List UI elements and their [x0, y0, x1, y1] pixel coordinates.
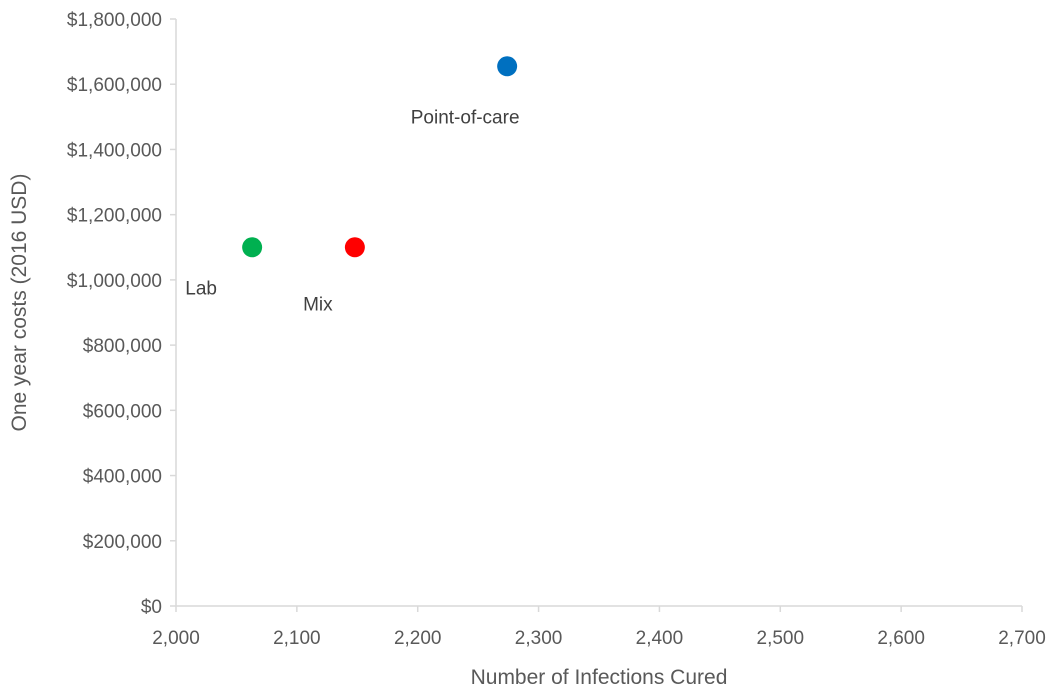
- y-tick-label: $600,000: [83, 401, 162, 422]
- x-tick-label: 2,000: [152, 628, 200, 649]
- y-tick-label: $1,200,000: [67, 206, 162, 227]
- x-tick-label: 2,100: [273, 628, 321, 649]
- x-axis-ticks: 2,000 2,100 2,200 2,300 2,400 2,500 2,600 2,700: [152, 606, 1046, 649]
- y-tick-label: $1,600,000: [67, 75, 162, 96]
- data-labels: Lab Mix Point-of-care: [185, 107, 519, 315]
- y-tick-label: $1,000,000: [67, 271, 162, 292]
- data-point-mix: [344, 237, 365, 258]
- y-axis-ticks: $0 $200,000 $400,000 $600,000 $800,000 $1,000…: [67, 10, 176, 618]
- data-points: [242, 56, 518, 258]
- x-tick-label: 2,400: [636, 628, 684, 649]
- data-point-lab: [242, 237, 263, 258]
- y-tick-label: $400,000: [83, 467, 162, 488]
- data-label-lab: Lab: [185, 278, 217, 299]
- x-tick-label: 2,700: [998, 628, 1046, 649]
- x-tick-label: 2,200: [394, 628, 442, 649]
- y-tick-label: $0: [141, 597, 162, 618]
- data-label-mix: Mix: [303, 294, 333, 315]
- x-tick-label: 2,600: [877, 628, 925, 649]
- data-label-point-of-care: Point-of-care: [411, 107, 520, 128]
- x-tick-label: 2,500: [757, 628, 805, 649]
- y-tick-label: $1,400,000: [67, 140, 162, 161]
- y-tick-label: $200,000: [83, 532, 162, 553]
- data-point-point-of-care: [497, 56, 518, 77]
- y-tick-label: $1,800,000: [67, 10, 162, 31]
- x-axis-title: Number of Infections Cured: [471, 666, 728, 689]
- y-tick-label: $800,000: [83, 336, 162, 357]
- x-tick-label: 2,300: [515, 628, 563, 649]
- y-axis-title: One year costs (2016 USD): [8, 174, 31, 432]
